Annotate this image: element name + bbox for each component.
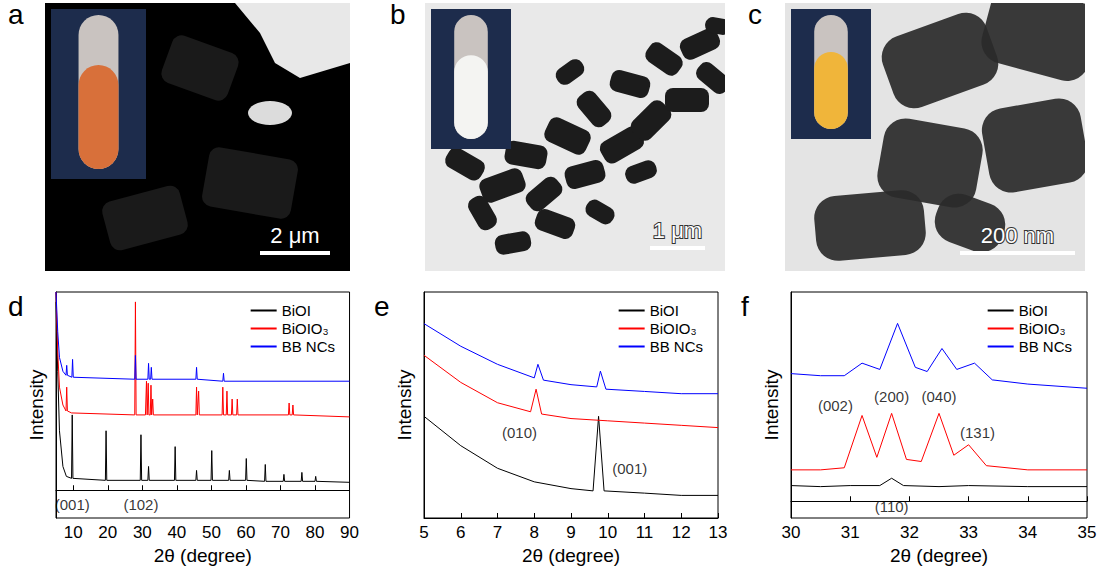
svg-text:BB NCs: BB NCs: [282, 338, 335, 355]
svg-text:80: 80: [306, 523, 325, 542]
svg-text:(200): (200): [874, 388, 909, 405]
html-text:b: b: [390, 0, 406, 30]
svg-text:2θ (degree): 2θ (degree): [890, 545, 988, 566]
svg-text:5: 5: [419, 523, 428, 542]
svg-text:(102): (102): [123, 496, 158, 513]
svg-text:20: 20: [98, 523, 117, 542]
svg-text:30: 30: [782, 523, 801, 542]
svg-text:7: 7: [493, 523, 502, 542]
svg-text:11: 11: [636, 523, 654, 542]
svg-text:Intensity: Intensity: [394, 369, 415, 440]
svg-text:70: 70: [271, 523, 290, 542]
svg-text:33: 33: [959, 523, 978, 542]
svg-text:32: 32: [900, 523, 919, 542]
svg-text:BB NCs: BB NCs: [650, 338, 703, 355]
svg-text:10: 10: [64, 523, 83, 542]
svg-text:34: 34: [1018, 523, 1037, 542]
svg-text:BiOI: BiOI: [650, 302, 679, 319]
svg-text:35: 35: [1078, 523, 1097, 542]
svg-text:(001): (001): [55, 496, 90, 513]
svg-text:BiOIO₃: BiOIO₃: [650, 320, 697, 337]
html-text:e: e: [374, 291, 390, 322]
svg-text:60: 60: [236, 523, 255, 542]
svg-text:BiOI: BiOI: [1019, 302, 1048, 319]
svg-text:9: 9: [566, 523, 575, 542]
html-text:f: f: [741, 291, 749, 322]
svg-text:30: 30: [133, 523, 152, 542]
svg-text:(001): (001): [612, 460, 647, 477]
svg-text:31: 31: [841, 523, 860, 542]
svg-text:2 μm: 2 μm: [270, 223, 319, 248]
html-text:c: c: [748, 0, 762, 30]
svg-text:BiOI: BiOI: [282, 302, 311, 319]
svg-text:90: 90: [340, 523, 359, 542]
svg-text:BB NCs: BB NCs: [1019, 338, 1072, 355]
svg-text:2θ (degree): 2θ (degree): [154, 545, 252, 566]
svg-text:(131): (131): [960, 424, 995, 441]
svg-text:(110): (110): [875, 498, 909, 515]
svg-text:(040): (040): [921, 388, 956, 405]
svg-text:50: 50: [202, 523, 221, 542]
html-text:d: d: [8, 291, 24, 322]
svg-text:Intensity: Intensity: [761, 369, 782, 440]
html-text:a: a: [8, 0, 24, 30]
svg-text:200 nm: 200 nm: [981, 223, 1054, 248]
svg-text:(002): (002): [818, 397, 853, 414]
svg-text:BiOIO₃: BiOIO₃: [282, 320, 329, 337]
svg-text:40: 40: [167, 523, 186, 542]
svg-text:BiOIO₃: BiOIO₃: [1019, 320, 1066, 337]
svg-text:8: 8: [530, 523, 539, 542]
svg-text:6: 6: [456, 523, 465, 542]
svg-text:13: 13: [709, 523, 728, 542]
svg-text:10: 10: [598, 523, 617, 542]
svg-text:1 μm: 1 μm: [653, 218, 702, 243]
svg-text:(010): (010): [502, 424, 537, 441]
svg-text:2θ (degree): 2θ (degree): [522, 545, 620, 566]
svg-text:Intensity: Intensity: [26, 369, 47, 440]
svg-text:12: 12: [672, 523, 691, 542]
